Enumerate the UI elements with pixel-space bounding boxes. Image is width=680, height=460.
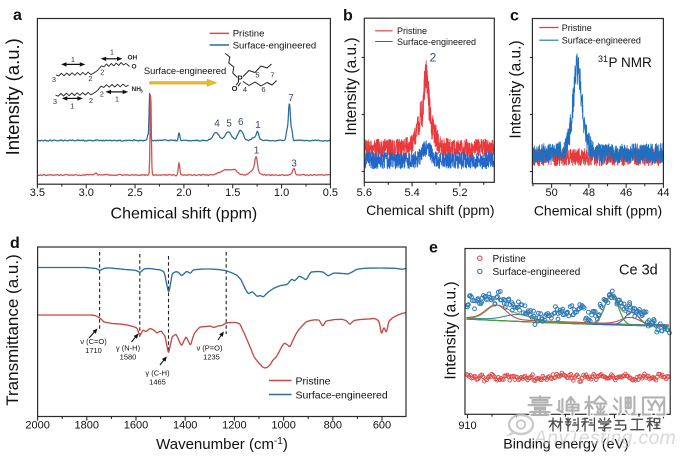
svg-text:2: 2 — [430, 51, 437, 65]
svg-text:γ (N-H): γ (N-H) — [116, 344, 141, 353]
svg-text:OH: OH — [128, 55, 138, 62]
svg-text:Pristine: Pristine — [493, 254, 527, 265]
svg-text:Wavenumber (cm-1): Wavenumber (cm-1) — [156, 436, 288, 453]
svg-text:Surface-engineered: Surface-engineered — [562, 36, 641, 46]
svg-text:Intensity (a.u.): Intensity (a.u.) — [343, 37, 360, 135]
svg-text:a: a — [13, 7, 22, 24]
svg-text:Chemical shift (ppm): Chemical shift (ppm) — [111, 206, 258, 223]
svg-text:Surface-engineered: Surface-engineered — [296, 389, 388, 401]
svg-text:Binding energy (eV): Binding energy (eV) — [503, 437, 628, 453]
svg-text:7: 7 — [270, 71, 274, 80]
svg-text:1710: 1710 — [85, 346, 102, 355]
svg-text:800: 800 — [324, 420, 342, 432]
svg-text:1235: 1235 — [203, 353, 220, 362]
svg-text:7: 7 — [288, 93, 294, 104]
svg-text:Intensity (a.u.): Intensity (a.u.) — [443, 281, 460, 379]
svg-text:910: 910 — [458, 420, 476, 432]
svg-text:Pristine: Pristine — [233, 29, 265, 40]
svg-text:4: 4 — [214, 119, 220, 130]
svg-text:P NMR: P NMR — [609, 55, 653, 70]
svg-text:Pristine: Pristine — [397, 26, 427, 36]
svg-text:e: e — [429, 240, 438, 257]
svg-text:Surface-engineered: Surface-engineered — [144, 65, 226, 76]
svg-text:1: 1 — [71, 55, 75, 64]
svg-text:2000: 2000 — [25, 420, 49, 432]
svg-text:1: 1 — [115, 95, 119, 104]
svg-text:1: 1 — [254, 146, 260, 157]
svg-text:2.0: 2.0 — [176, 187, 191, 199]
svg-text:1: 1 — [110, 48, 114, 57]
svg-text:O: O — [232, 84, 238, 93]
svg-text:1: 1 — [255, 120, 261, 131]
svg-text:O: O — [132, 64, 137, 71]
svg-text:P: P — [237, 75, 243, 84]
svg-text:Intensity (a.u.): Intensity (a.u.) — [508, 40, 525, 138]
svg-text:Intensity (a.u.): Intensity (a.u.) — [2, 38, 23, 155]
svg-text:3: 3 — [140, 89, 143, 94]
svg-text:1800: 1800 — [75, 420, 99, 432]
svg-text:2: 2 — [89, 96, 93, 105]
svg-text:Pristine: Pristine — [296, 375, 331, 387]
svg-text:5.4: 5.4 — [404, 187, 419, 199]
svg-text:Transmittance (a.u.): Transmittance (a.u.) — [3, 254, 22, 405]
svg-text:1000: 1000 — [271, 420, 295, 432]
svg-text:ν (C=O): ν (C=O) — [80, 337, 107, 346]
svg-text:NH: NH — [132, 86, 142, 93]
svg-text:3: 3 — [52, 75, 56, 84]
svg-text:Chemical shift (ppm): Chemical shift (ppm) — [366, 202, 494, 218]
svg-text:3: 3 — [53, 97, 57, 106]
svg-text:Chemical shift (ppm): Chemical shift (ppm) — [534, 203, 662, 219]
svg-text:Ce 3d: Ce 3d — [619, 263, 658, 279]
svg-text:1465: 1465 — [149, 378, 166, 387]
svg-text:4: 4 — [243, 85, 247, 94]
svg-text:1: 1 — [70, 102, 74, 111]
svg-text:3.0: 3.0 — [79, 187, 94, 199]
svg-text:3: 3 — [291, 159, 297, 170]
svg-text:1.0: 1.0 — [274, 187, 289, 199]
svg-text:600: 600 — [373, 420, 391, 432]
svg-text:1400: 1400 — [173, 420, 197, 432]
svg-text:Surface-engineered: Surface-engineered — [233, 40, 316, 51]
svg-text:γ (C-H): γ (C-H) — [145, 369, 170, 378]
svg-text:6: 6 — [261, 85, 265, 94]
svg-text:2: 2 — [100, 90, 104, 99]
svg-text:c: c — [510, 8, 519, 25]
svg-text:1.5: 1.5 — [225, 187, 240, 199]
svg-text:d: d — [10, 235, 20, 252]
svg-text:1200: 1200 — [222, 420, 246, 432]
svg-text:0.5: 0.5 — [323, 187, 338, 199]
svg-text:48: 48 — [583, 187, 595, 199]
svg-text:5: 5 — [226, 119, 232, 130]
svg-text:Surface-engineered: Surface-engineered — [397, 37, 476, 47]
svg-text:Surface-engineered: Surface-engineered — [493, 267, 581, 278]
svg-text:50: 50 — [545, 187, 557, 199]
svg-text:5: 5 — [255, 71, 259, 80]
svg-text:ν (P=O): ν (P=O) — [196, 344, 223, 353]
svg-text:5.2: 5.2 — [452, 187, 467, 199]
svg-text:Pristine: Pristine — [562, 23, 592, 33]
svg-text:2: 2 — [100, 68, 104, 77]
svg-text:2: 2 — [88, 74, 92, 83]
svg-text:31: 31 — [598, 54, 608, 64]
svg-text:44: 44 — [657, 187, 669, 199]
svg-text:46: 46 — [620, 187, 632, 199]
svg-text:5.6: 5.6 — [357, 187, 372, 199]
svg-text:b: b — [343, 8, 353, 25]
svg-text:1580: 1580 — [120, 353, 137, 362]
svg-text:2.5: 2.5 — [127, 187, 142, 199]
svg-text:1600: 1600 — [124, 420, 148, 432]
svg-text:6: 6 — [238, 117, 244, 128]
svg-text:3.5: 3.5 — [30, 187, 45, 199]
